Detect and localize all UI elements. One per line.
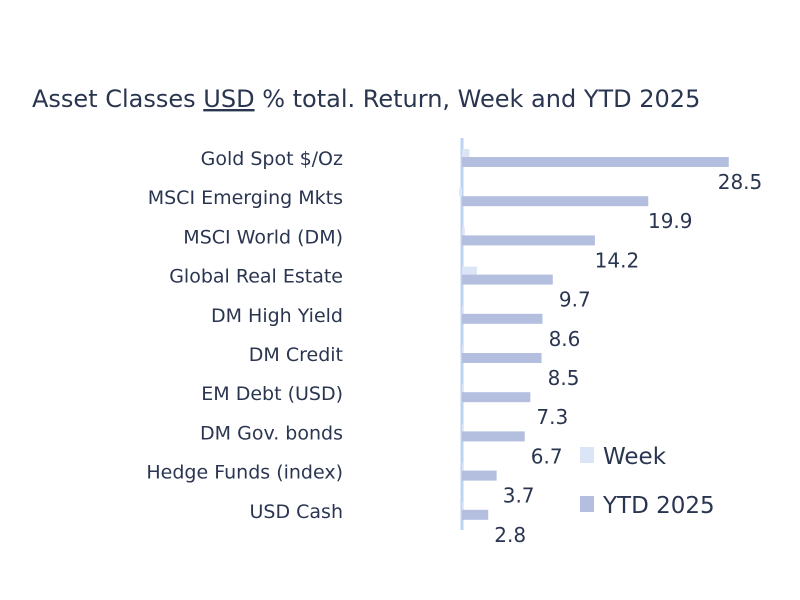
chart-title-usd: USD xyxy=(203,85,254,113)
category-label: Global Real Estate xyxy=(169,266,343,288)
value-label-ytd: 3.7 xyxy=(503,484,535,508)
bar-ytd xyxy=(462,157,729,167)
chart-title-part-3: % total. Return, Week and YTD 2025 xyxy=(255,85,701,113)
category-label: DM Credit xyxy=(249,344,343,366)
bar-ytd xyxy=(462,196,649,207)
value-label-ytd: 19.9 xyxy=(648,209,693,233)
bar-ytd xyxy=(462,509,489,520)
bar-week xyxy=(462,266,477,275)
legend-swatch-ytd xyxy=(580,496,594,512)
category-label: DM Gov. bonds xyxy=(200,422,343,444)
value-label-ytd: 6.7 xyxy=(531,444,563,468)
category-label: Gold Spot $/Oz xyxy=(201,148,343,170)
bar-ytd xyxy=(462,274,553,285)
category-label: USD Cash xyxy=(250,501,344,523)
bar-week xyxy=(459,188,462,197)
chart-title-part-1: Asset Classes xyxy=(32,85,203,113)
legend-swatch-week xyxy=(580,447,594,463)
legend: Week YTD 2025 xyxy=(580,444,715,519)
value-label-ytd: 9.7 xyxy=(559,288,591,312)
category-label: MSCI World (DM) xyxy=(183,226,343,248)
legend-label-ytd: YTD 2025 xyxy=(602,493,715,519)
bar-week xyxy=(462,345,463,353)
value-label-ytd: 14.2 xyxy=(595,248,640,272)
bar-week xyxy=(462,227,465,236)
category-label: MSCI Emerging Mkts xyxy=(148,187,343,209)
bar-week xyxy=(462,501,463,510)
bar-week xyxy=(462,462,463,471)
chart-title: Asset Classes USD % total. Return, Week … xyxy=(32,85,700,113)
legend-label-week: Week xyxy=(603,444,667,470)
value-label-ytd: 28.5 xyxy=(718,170,763,194)
bar-ytd xyxy=(462,235,595,246)
category-label: DM High Yield xyxy=(211,305,343,327)
value-label-ytd: 8.5 xyxy=(548,366,580,390)
bar-ytd xyxy=(462,313,543,324)
value-label-ytd: 2.8 xyxy=(494,523,526,547)
bar-ytd xyxy=(462,470,497,481)
bar-ytd xyxy=(462,392,531,403)
category-label: Hedge Funds (index) xyxy=(146,462,343,484)
bar-week xyxy=(462,423,463,432)
category-label: EM Debt (USD) xyxy=(201,383,343,405)
bars: Gold Spot $/Oz 28.5 MSCI Emerging Mkts 19.9… xyxy=(146,148,762,547)
bar-ytd xyxy=(462,431,525,442)
value-label-ytd: 7.3 xyxy=(536,405,568,429)
bar-ytd xyxy=(462,353,542,363)
value-label-ytd: 8.6 xyxy=(549,327,581,351)
bar-week xyxy=(462,149,470,157)
bar-week xyxy=(462,305,463,314)
bar-week xyxy=(462,384,463,393)
